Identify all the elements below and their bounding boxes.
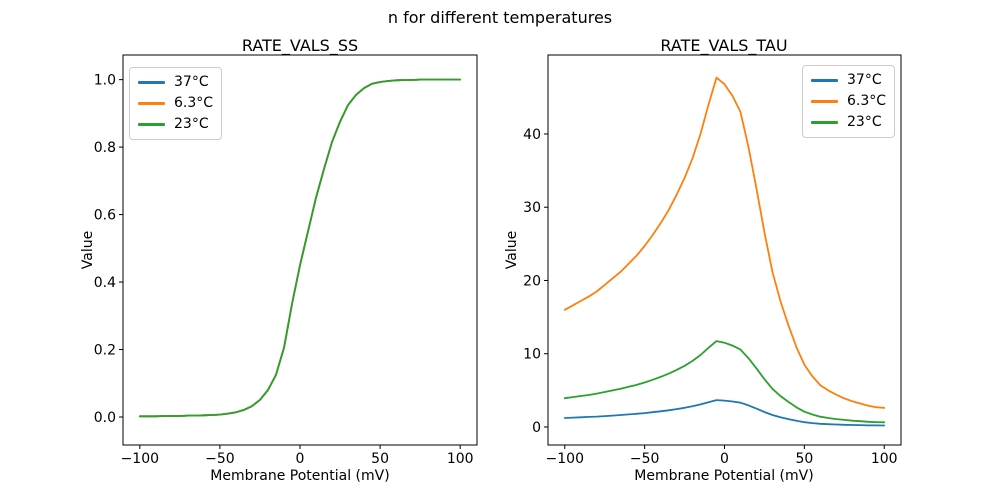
x-tick-label-tau: −50 <box>630 451 660 467</box>
legend-label: 37°C <box>847 72 882 88</box>
subplot-tau-title: RATE_VALS_TAU <box>660 36 788 55</box>
x-tick-label-ss: 100 <box>447 451 474 467</box>
x-tick-label-tau: 0 <box>720 451 729 467</box>
x-tick-label-ss: −100 <box>121 451 159 467</box>
legend-label: 23°C <box>174 116 209 132</box>
y-tick-label-ss: 0.0 <box>94 410 116 426</box>
legend-line-sample <box>138 81 165 84</box>
legend-tau: 37°C 6.3°C 23°C <box>802 65 896 138</box>
series-line-tau-2 <box>563 340 886 424</box>
x-axis-label-tau: Membrane Potential (mV) <box>634 468 814 484</box>
legend-entry: 23°C <box>138 114 213 135</box>
series-line-tau-0 <box>563 399 886 427</box>
x-tick-label-tau: 100 <box>871 451 898 467</box>
x-tick-label-ss: −50 <box>205 451 235 467</box>
y-tick-label-tau: 20 <box>523 273 541 289</box>
legend-label: 6.3°C <box>174 95 214 111</box>
y-tick-label-ss: 0.4 <box>94 275 116 291</box>
x-tick-label-tau: −100 <box>546 451 584 467</box>
subplot-ss-title: RATE_VALS_SS <box>241 36 359 55</box>
y-tick-label-tau: 30 <box>523 200 541 216</box>
legend-label: 23°C <box>847 114 882 130</box>
legend-line-sample <box>811 100 838 103</box>
x-tick-label-tau: 50 <box>795 451 813 467</box>
legend-label: 6.3°C <box>847 93 887 109</box>
y-tick-label-tau: 10 <box>523 347 541 363</box>
legend-entry: 37°C <box>811 70 886 91</box>
legend-ss: 37°C 6.3°C 23°C <box>129 67 223 140</box>
y-tick-label-ss: 0.2 <box>94 343 116 359</box>
x-axis-label-ss: Membrane Potential (mV) <box>210 468 390 484</box>
series-line-tau-1 <box>563 76 886 409</box>
x-tick-label-ss: 50 <box>371 451 389 467</box>
legend-line-sample <box>811 79 838 82</box>
x-tick-label-ss: 0 <box>296 451 305 467</box>
legend-line-sample <box>138 123 165 126</box>
legend-line-sample <box>138 102 165 105</box>
y-tick-label-tau: 40 <box>523 127 541 143</box>
y-tick-label-tau: 0 <box>532 420 541 436</box>
y-tick-label-ss: 0.6 <box>94 208 116 224</box>
figure-title: n for different temperatures <box>387 8 613 27</box>
legend-entry: 6.3°C <box>138 93 213 114</box>
legend-entry: 37°C <box>138 72 213 93</box>
legend-line-sample <box>811 121 838 124</box>
subplot-ss: −100 −50 0 50 100 0.0 0.2 0.4 0.6 0.8 1.0 <box>94 54 478 467</box>
series-line-ss-2 <box>138 78 462 418</box>
legend-entry: 6.3°C <box>811 91 886 112</box>
subplot-tau: −100 −50 0 50 100 0 10 20 30 40 <box>523 54 902 467</box>
y-tick-label-ss: 1.0 <box>94 73 116 89</box>
legend-entry: 23°C <box>811 112 886 133</box>
y-axis-label-ss: Value <box>80 230 96 270</box>
y-axis-label-tau: Value <box>504 230 520 270</box>
y-tick-label-ss: 0.8 <box>94 140 116 156</box>
legend-label: 37°C <box>174 74 209 90</box>
